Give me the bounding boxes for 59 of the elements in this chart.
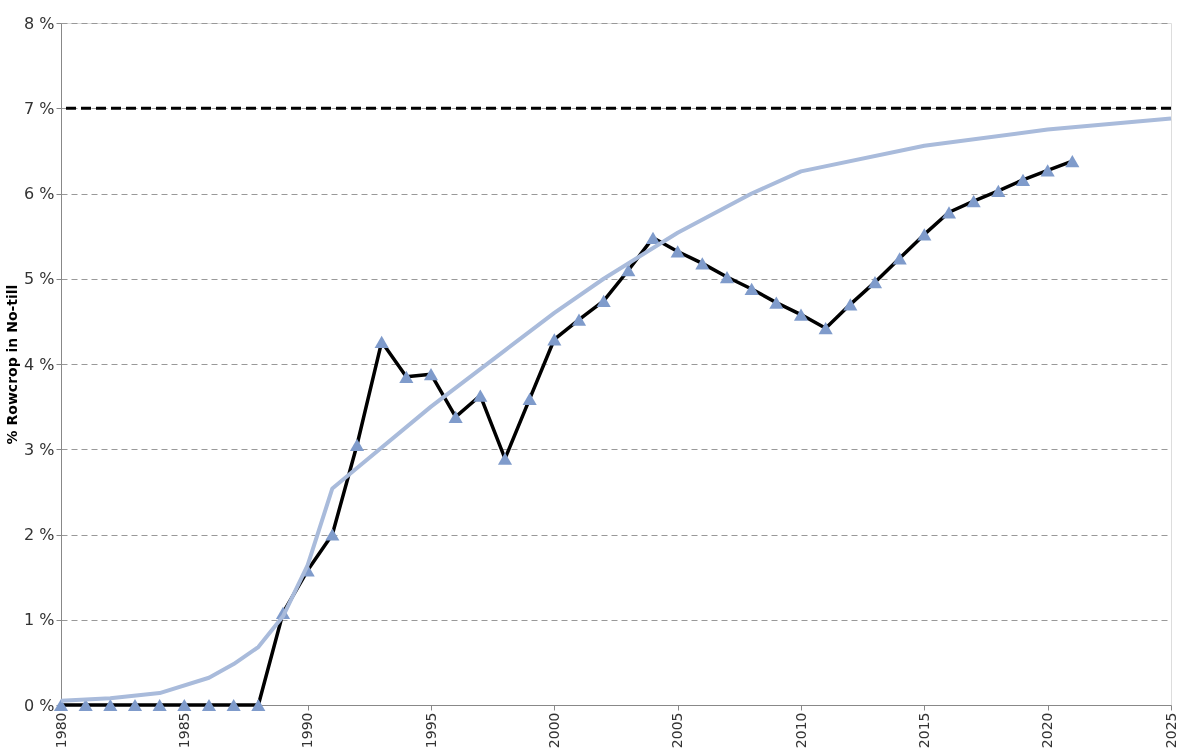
point [497, 452, 513, 465]
x-tick-label: 2025 [1162, 712, 1179, 749]
point [522, 392, 537, 406]
point [966, 195, 981, 208]
y-tick-label: 0 % [24, 695, 55, 715]
x-tick-label: 2020 [1039, 712, 1056, 749]
point [177, 698, 192, 712]
point [448, 410, 463, 423]
y-tick-label: 8 % [24, 13, 55, 33]
x-tick-label: 1980 [52, 712, 69, 749]
point [1015, 173, 1031, 186]
point [769, 296, 784, 309]
y-tick-label: 1 % [24, 610, 55, 630]
y-tick-label: 5 % [24, 269, 55, 289]
point [941, 206, 957, 219]
x-tick-label: 1990 [299, 712, 316, 749]
point [621, 264, 636, 277]
point [818, 322, 833, 335]
point [349, 438, 365, 452]
point [843, 298, 858, 311]
x-tick-label: 2005 [669, 712, 686, 749]
y-tick-label: 3 % [24, 439, 55, 459]
point [596, 294, 611, 308]
point [892, 252, 907, 265]
x-tick-label: 2015 [915, 712, 932, 749]
point [744, 282, 759, 296]
point [719, 270, 735, 284]
x-tick-label: 2010 [792, 712, 809, 749]
point [251, 698, 266, 712]
point [53, 698, 69, 712]
point [991, 184, 1006, 198]
point [325, 528, 340, 541]
y-axis-title: % Rowcrop in No-till [4, 284, 21, 445]
point [374, 335, 389, 348]
y-tick-label: 2 % [24, 525, 55, 544]
point [670, 245, 685, 258]
point [867, 276, 883, 289]
point [1040, 164, 1055, 177]
x-tick-label: 1985 [175, 712, 192, 749]
point [645, 231, 661, 244]
point [793, 308, 809, 321]
y-tick-label: 7 % [24, 98, 55, 118]
point [547, 333, 562, 346]
point [695, 257, 710, 270]
y-tick-label: 6 % [24, 184, 55, 203]
point [226, 698, 241, 712]
point [201, 698, 217, 712]
point [399, 370, 414, 383]
point [571, 313, 587, 326]
point [917, 228, 932, 241]
y-tick-label: 4 % [24, 354, 55, 374]
point [423, 368, 439, 381]
point [473, 389, 488, 402]
point [127, 698, 143, 712]
x-tick-label: 1995 [422, 712, 439, 749]
point [1065, 154, 1080, 168]
point [103, 698, 118, 712]
point [152, 698, 167, 712]
x-tick-label: 2000 [545, 712, 562, 749]
